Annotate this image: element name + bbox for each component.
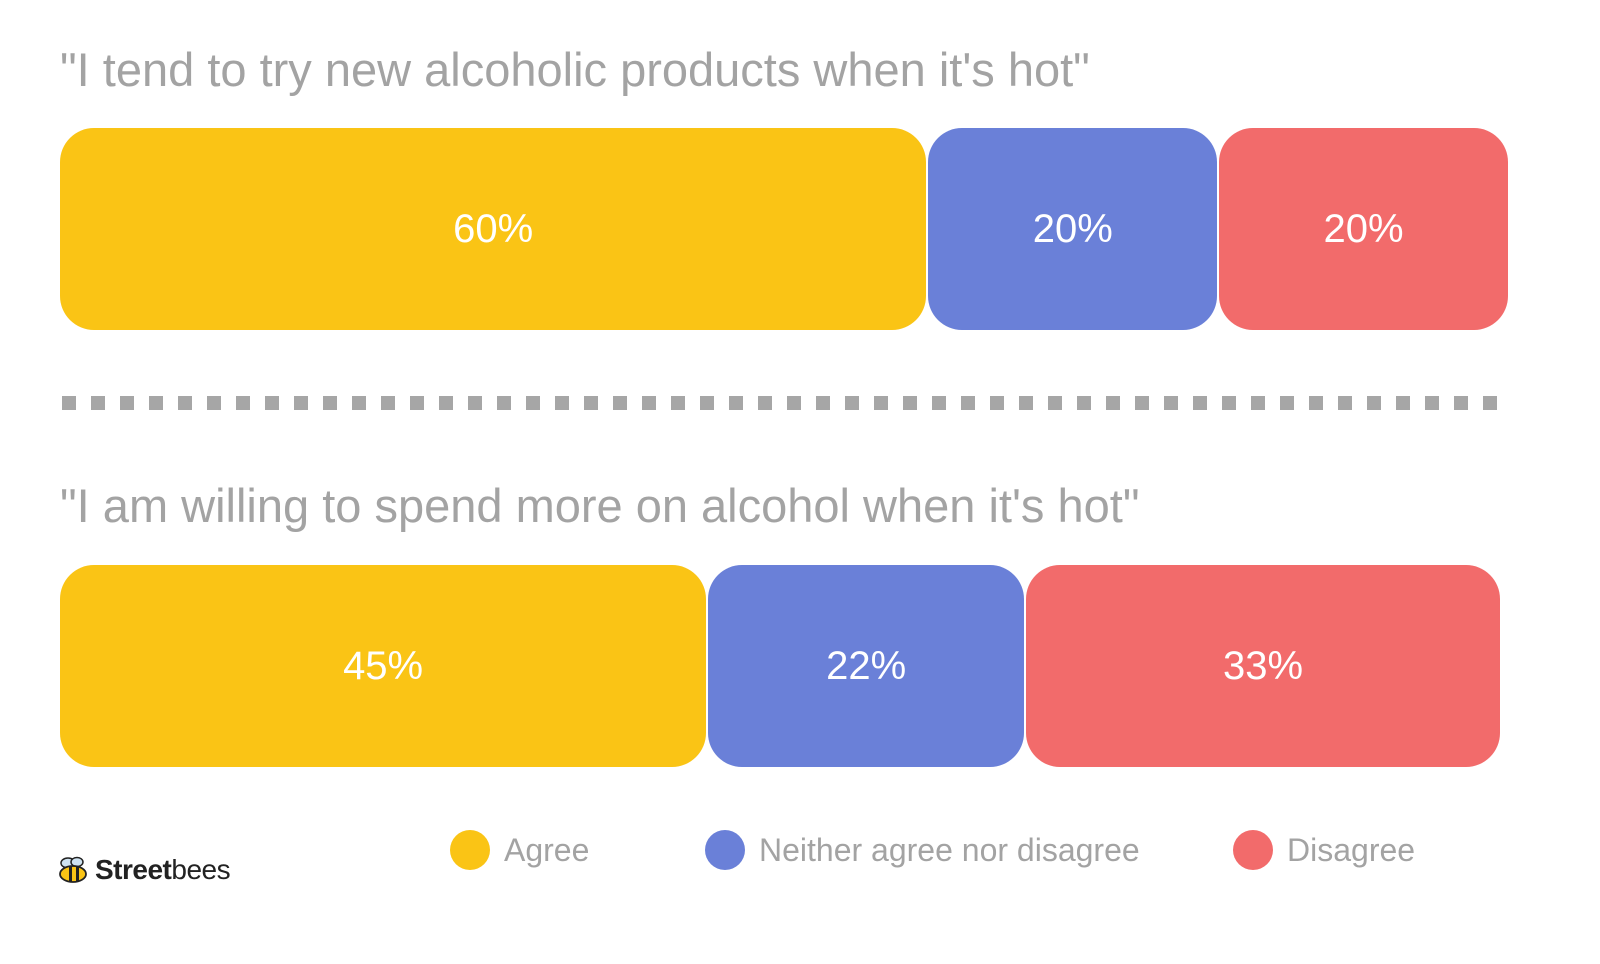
legend-label-neither: Neither agree nor disagree	[759, 831, 1140, 868]
dotted-divider	[62, 396, 1502, 410]
bar-segment-neither: 20%	[928, 128, 1218, 330]
bar-segment-disagree: 20%	[1219, 128, 1508, 330]
legend-swatch-disagree	[1233, 830, 1273, 870]
bar-value-label: 60%	[453, 206, 534, 251]
stacked-bar-1: 60% 20% 20%	[60, 128, 1508, 330]
bee-icon	[59, 856, 87, 883]
chart-2-title: "I am willing to spend more on alcohol w…	[60, 479, 1140, 532]
bar-segment-disagree: 33%	[1026, 565, 1500, 767]
legend-swatch-agree	[450, 830, 490, 870]
bar-value-label: 45%	[343, 643, 424, 688]
legend-item-agree: Agree	[450, 829, 589, 871]
bar-value-label: 20%	[1323, 206, 1404, 251]
logo-word-bold: Street	[95, 854, 172, 885]
legend-item-neither: Neither agree nor disagree	[705, 829, 1140, 871]
legend-swatch-neither	[705, 830, 745, 870]
bar-value-label: 33%	[1223, 643, 1304, 688]
bar-segment-neither: 22%	[708, 565, 1025, 767]
legend-label-agree: Agree	[504, 831, 590, 868]
legend-item-disagree: Disagree	[1233, 829, 1415, 871]
stacked-bar-2: 45% 22% 33%	[60, 565, 1500, 767]
bar-segment-agree: 45%	[60, 565, 707, 767]
chart-1-title: "I tend to try new alcoholic products wh…	[60, 43, 1090, 96]
streetbees-logo: Street bees	[57, 852, 231, 888]
bar-value-label: 20%	[1032, 206, 1113, 251]
logo-word-light: bees	[171, 854, 231, 885]
legend-label-disagree: Disagree	[1287, 831, 1416, 868]
bar-segment-agree: 60%	[60, 128, 927, 330]
bar-value-label: 22%	[826, 643, 907, 688]
